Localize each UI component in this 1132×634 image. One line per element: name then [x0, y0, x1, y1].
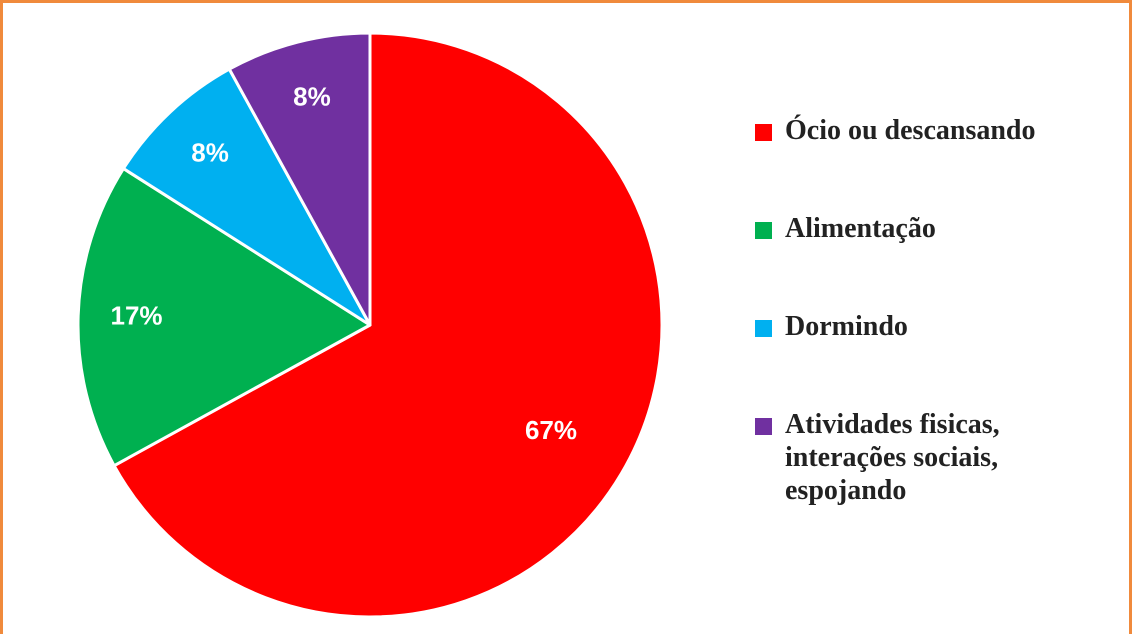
- legend-swatch-ocio: [755, 124, 772, 141]
- slice-label-dormindo: 8%: [191, 138, 229, 168]
- legend-swatch-alimentacao: [755, 222, 772, 239]
- legend-label-atividades: Atividades fisicas, interações sociais, …: [785, 409, 1000, 506]
- slice-label-atividades: 8%: [293, 82, 331, 112]
- legend-swatch-atividades: [755, 418, 772, 435]
- legend-item-atividades: Atividades fisicas, interações sociais, …: [755, 408, 1115, 507]
- pie-slice-ocio: [112, 31, 664, 619]
- slice-label-ocio: 67%: [525, 415, 577, 445]
- legend-label-alimentacao: Alimentação: [785, 213, 936, 244]
- legend-label-ocio: Ócio ou descansando: [785, 115, 1036, 146]
- legend: Ócio ou descansando Alimentação Dormindo…: [755, 114, 1115, 507]
- slice-label-alimentacao: 17%: [110, 301, 162, 331]
- legend-item-dormindo: Dormindo: [755, 310, 1115, 343]
- slice-labels: 67% 17% 8% 8%: [110, 82, 576, 445]
- pie-slice-atividades: [227, 31, 372, 327]
- pie-slices: [76, 31, 664, 619]
- legend-item-alimentacao: Alimentação: [755, 212, 1115, 245]
- legend-label-dormindo: Dormindo: [785, 311, 908, 342]
- legend-swatch-dormindo: [755, 320, 772, 337]
- legend-item-ocio: Ócio ou descansando: [755, 114, 1115, 147]
- pie-slice-dormindo: [121, 67, 372, 327]
- pie-slice-alimentacao: [76, 167, 372, 468]
